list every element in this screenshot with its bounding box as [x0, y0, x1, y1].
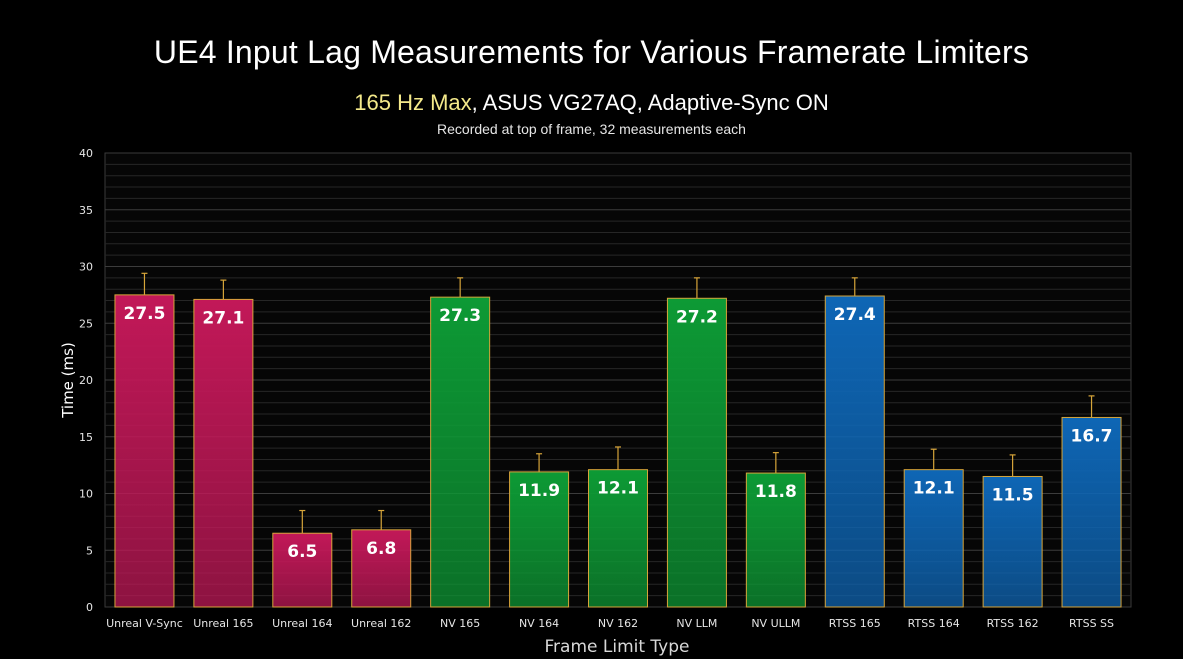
data-label: 27.2	[676, 307, 718, 327]
data-label: 11.5	[992, 485, 1034, 505]
data-label: 16.7	[1071, 426, 1113, 446]
x-tick-label: Unreal 165	[193, 617, 253, 630]
x-axis-title: Frame Limit Type	[545, 637, 690, 657]
x-tick-label: RTSS SS	[1069, 617, 1114, 630]
y-tick-label: 25	[79, 317, 93, 330]
y-tick-label: 15	[79, 431, 93, 444]
x-tick-label: RTSS 165	[829, 617, 881, 630]
bar	[193, 298, 254, 608]
data-label: 27.1	[202, 308, 244, 328]
x-tick-label: NV 165	[440, 617, 480, 630]
x-tick-label: NV 162	[598, 617, 638, 630]
bar	[272, 532, 333, 608]
data-label: 27.3	[439, 306, 481, 326]
y-axis-label: Time (ms)	[59, 342, 77, 419]
y-tick-label: 35	[79, 204, 93, 217]
data-label: 27.4	[834, 305, 876, 325]
bar	[982, 475, 1043, 608]
y-tick-label: 5	[86, 544, 93, 557]
x-tick-label: NV LLM	[676, 617, 717, 630]
x-tick-label: Unreal 164	[272, 617, 332, 630]
y-tick-labels: 0 5 10 15 20 25 30 35 40	[79, 147, 93, 614]
y-tick-label: 0	[86, 601, 93, 614]
subtitle-rest: , ASUS VG27AQ, Adaptive-Sync ON	[471, 90, 829, 115]
y-tick-label: 20	[79, 374, 93, 387]
x-tick-labels: Unreal V-Sync Unreal 165 Unreal 164 Unreal …	[106, 617, 1114, 630]
chart-subtitle: 165 Hz Max, ASUS VG27AQ, Adaptive-Sync O…	[0, 90, 1183, 116]
bar	[351, 529, 412, 608]
y-tick-label: 10	[79, 488, 93, 501]
y-tick-label: 40	[79, 147, 93, 160]
data-label: 11.8	[755, 482, 797, 502]
bar	[745, 472, 806, 608]
data-label: 27.5	[123, 304, 165, 324]
data-label: 12.1	[597, 479, 639, 499]
bar	[1061, 416, 1122, 608]
bar	[588, 469, 648, 608]
x-tick-label: RTSS 164	[908, 617, 960, 630]
bar	[824, 295, 885, 608]
chart-note: Recorded at top of frame, 32 measurement…	[437, 121, 746, 137]
data-label: 11.9	[518, 481, 560, 501]
x-tick-label: RTSS 162	[987, 617, 1039, 630]
data-label: 6.5	[287, 542, 317, 562]
bar	[666, 297, 727, 608]
x-tick-label: NV ULLM	[751, 617, 800, 630]
y-tick-label: 30	[79, 261, 93, 274]
data-label: 6.8	[366, 539, 396, 559]
x-tick-label: NV 164	[519, 617, 559, 630]
bars: 27.5 27.1 6.5 6.8 27.3 11.9 12.1 27.2 11.8 27.4 12…	[114, 272, 1122, 608]
x-tick-label: Unreal 162	[351, 617, 411, 630]
chart-title: UE4 Input Lag Measurements for Various F…	[153, 34, 1030, 70]
bar	[114, 294, 175, 608]
x-tick-label: Unreal V-Sync	[106, 617, 183, 630]
bar	[509, 471, 570, 608]
subtitle-highlight: 165 Hz Max	[354, 90, 472, 115]
bar	[430, 296, 491, 608]
data-label: 12.1	[913, 479, 955, 499]
